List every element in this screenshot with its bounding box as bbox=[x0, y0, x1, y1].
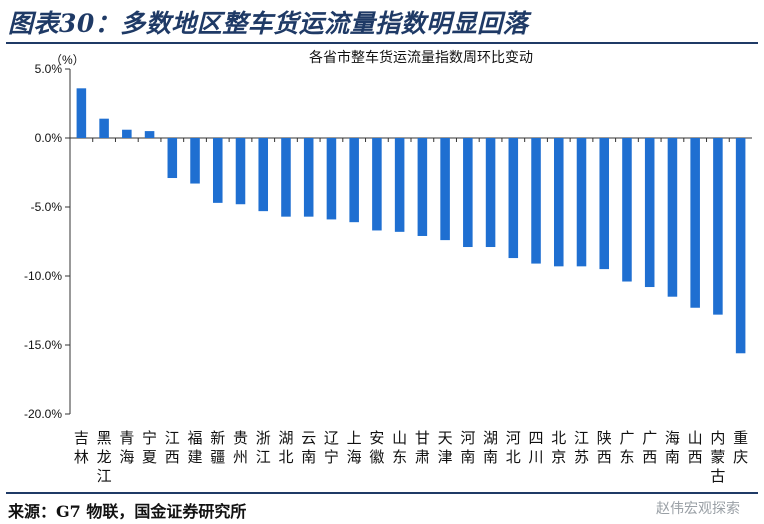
category-label: 黑龙江 bbox=[97, 429, 112, 485]
category-label: 河北 bbox=[506, 429, 521, 466]
bar-甘肃 bbox=[417, 138, 428, 236]
category-label: 重庆 bbox=[733, 429, 748, 466]
top-divider bbox=[6, 42, 758, 44]
y-tick-label: 0.0% bbox=[35, 131, 63, 145]
bar-浙江 bbox=[258, 138, 269, 212]
bar-吉林 bbox=[76, 88, 87, 138]
bar-广东 bbox=[622, 138, 632, 282]
category-label: 内蒙古 bbox=[710, 429, 725, 485]
bar-辽宁 bbox=[326, 138, 337, 220]
chart-labels: 各省市整车货运流量指数周环比变动 （%）5.0% 0.0% -5.0% -10.0% -1… bbox=[24, 49, 748, 485]
y-tick-label: -15.0% bbox=[24, 338, 62, 352]
bar-贵州 bbox=[235, 138, 246, 205]
category-label: 四川 bbox=[529, 429, 544, 466]
y-tick-label: -20.0% bbox=[24, 407, 62, 421]
y-tick-label: -10.0% bbox=[24, 269, 62, 283]
category-label: 北京 bbox=[551, 429, 566, 466]
bar-云南 bbox=[303, 138, 314, 217]
bar-海南 bbox=[667, 138, 678, 297]
category-label: 广西 bbox=[642, 429, 657, 466]
category-label: 甘肃 bbox=[415, 429, 430, 466]
source-note: 来源：G7 物联，国金证券研究所 bbox=[8, 502, 247, 521]
bar-河南 bbox=[463, 138, 473, 248]
category-label: 河南 bbox=[460, 429, 475, 466]
bar-新疆 bbox=[212, 138, 223, 203]
bar-北京 bbox=[553, 138, 564, 267]
category-label: 云南 bbox=[301, 429, 316, 466]
category-label: 安徽 bbox=[369, 429, 384, 466]
chart-bars bbox=[76, 88, 746, 354]
bar-山西 bbox=[690, 138, 700, 308]
bar-广西 bbox=[644, 138, 655, 288]
category-label: 江苏 bbox=[574, 429, 589, 466]
chart-title: 各省市整车货运流量指数周环比变动 bbox=[309, 49, 533, 66]
category-label: 山东 bbox=[392, 429, 407, 466]
bar-天津 bbox=[440, 138, 450, 241]
bottom-divider bbox=[6, 492, 758, 494]
bar-四川 bbox=[531, 138, 541, 264]
y-unit-label: （%） bbox=[50, 53, 85, 67]
bar-安徽 bbox=[372, 138, 382, 231]
category-label: 湖南 bbox=[483, 429, 498, 466]
y-tick-label: -5.0% bbox=[31, 200, 63, 214]
category-label: 天津 bbox=[438, 429, 453, 466]
category-label: 辽宁 bbox=[324, 429, 339, 466]
bar-湖南 bbox=[485, 138, 496, 248]
bar-陕西 bbox=[599, 138, 610, 270]
y-tick-label: 5.0% bbox=[35, 62, 63, 76]
figure-title: 图表30：多数地区整车货运流量指数明显回落 bbox=[8, 9, 529, 38]
category-label: 上海 bbox=[347, 429, 362, 466]
bar-内蒙古 bbox=[713, 138, 723, 315]
category-label: 青海 bbox=[119, 429, 134, 466]
bar-宁夏 bbox=[144, 131, 155, 138]
category-label: 宁夏 bbox=[142, 429, 157, 466]
bar-青海 bbox=[122, 129, 132, 138]
bar-重庆 bbox=[735, 138, 746, 354]
bar-chart: 各省市整车货运流量指数周环比变动 （%）5.0% 0.0% -5.0% -10.0% -1… bbox=[24, 49, 752, 485]
bar-湖北 bbox=[281, 138, 291, 217]
bar-江西 bbox=[167, 138, 178, 179]
category-label: 海南 bbox=[665, 429, 680, 466]
bar-黑龙江 bbox=[99, 118, 109, 138]
category-label: 湖北 bbox=[278, 429, 293, 466]
category-label: 贵州 bbox=[233, 429, 248, 466]
watermark-text: 赵伟宏观探索 bbox=[656, 501, 740, 517]
bar-河北 bbox=[508, 138, 519, 259]
category-label: 陕西 bbox=[597, 429, 612, 466]
chart-axes bbox=[65, 68, 752, 415]
bar-上海 bbox=[349, 138, 359, 223]
category-label: 浙江 bbox=[256, 429, 271, 466]
category-label: 江西 bbox=[165, 429, 180, 466]
category-label: 广东 bbox=[619, 429, 634, 466]
category-label: 新疆 bbox=[210, 429, 225, 466]
bar-山东 bbox=[394, 138, 405, 232]
category-label: 山西 bbox=[688, 429, 703, 466]
bar-江苏 bbox=[576, 138, 587, 267]
category-label: 福建 bbox=[188, 429, 203, 466]
bar-福建 bbox=[190, 138, 200, 184]
category-label: 吉林 bbox=[74, 429, 89, 466]
